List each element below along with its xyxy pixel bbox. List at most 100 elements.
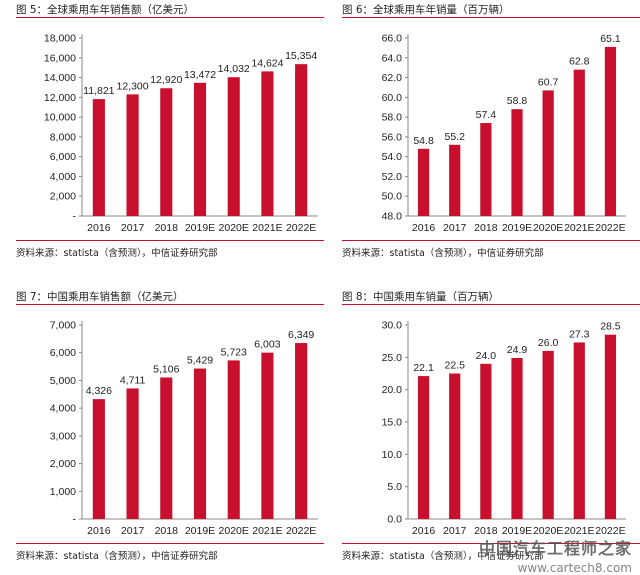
- data-label: 6,349: [288, 329, 314, 341]
- x-tick-label: 2022E: [595, 222, 625, 234]
- x-tick-label: 2022E: [286, 222, 316, 234]
- data-label: 26.0: [538, 337, 559, 349]
- y-tick-label: 2,000: [50, 191, 76, 203]
- bar: [227, 77, 240, 217]
- y-tick-label: 56.0: [382, 131, 403, 143]
- x-tick-label: 2021E: [252, 222, 282, 234]
- x-tick-label: 2020E: [533, 525, 563, 537]
- watermark-logo: 中国汽车工程师之家: [478, 539, 632, 558]
- source-divider: [342, 240, 640, 241]
- bar: [573, 69, 585, 216]
- x-tick-label: 2017: [121, 525, 145, 537]
- bar: [542, 90, 554, 216]
- y-tick-label: 54.0: [382, 151, 403, 163]
- bar: [511, 357, 523, 519]
- chart-panel-global-sales-value: 图 5：全球乘用车年销售额（亿美元） - 2,000 4,000 6,000 8,000…: [16, 0, 324, 286]
- y-tick-label: 58.0: [382, 112, 403, 124]
- bar: [193, 368, 207, 519]
- chart-panel-china-sales-value: 图 7：中国乘用车销售额（亿美元） - 1,000 2,000 3,000 4,000 5…: [16, 287, 324, 573]
- x-tick-label: 2018: [474, 525, 498, 537]
- y-tick-label: 30.0: [382, 320, 403, 332]
- chart-source: 资料来源：statista（含预测），中信证券研究部: [342, 551, 544, 562]
- data-label: 12,920: [150, 74, 182, 86]
- bar: [480, 363, 492, 519]
- data-label: 54.8: [413, 135, 434, 147]
- chart-source: 资料来源：statista（含预测），中信证券研究部: [342, 248, 544, 259]
- data-label: 4,711: [120, 374, 146, 386]
- bar: [126, 388, 139, 519]
- data-label: 5,429: [187, 355, 213, 367]
- chart-title: 图 7：中国乘用车销售额（亿美元）: [16, 291, 184, 303]
- bar: [92, 399, 105, 519]
- y-tick-label: 5.0: [387, 481, 402, 493]
- x-tick-label: 2022E: [286, 525, 316, 537]
- y-tick-label: 4,000: [50, 403, 76, 415]
- x-tick-label: 2016: [412, 222, 436, 234]
- bar: [573, 342, 585, 519]
- y-tick-label: 20.0: [382, 384, 403, 396]
- x-tick-label: 2021E: [252, 525, 282, 537]
- data-label: 62.8: [569, 56, 590, 68]
- bar: [92, 99, 105, 216]
- data-label: 58.8: [507, 95, 528, 107]
- y-tick-label: 3,000: [50, 430, 76, 442]
- chart-source: 资料来源：statista（含预测），中信证券研究部: [16, 551, 218, 562]
- bar-chart: 48.0 50.0 52.0 54.0 56.0 58.0 60.0 62.0 64.0 66.0…: [382, 33, 626, 234]
- data-label: 24.9: [507, 344, 528, 356]
- bar: [417, 376, 430, 519]
- chart-title: 图 6：全球乘用车年销量（百万辆）: [342, 4, 510, 16]
- x-tick-label: 2020E: [219, 222, 249, 234]
- bar: [480, 123, 492, 216]
- bar: [193, 82, 207, 216]
- bar: [261, 71, 274, 216]
- source-divider: [16, 240, 324, 241]
- title-divider: [342, 304, 640, 305]
- bar: [542, 350, 554, 519]
- x-tick-label: 2020E: [533, 222, 563, 234]
- data-label: 14,032: [218, 63, 250, 75]
- data-label: 22.1: [413, 362, 434, 374]
- bar: [604, 334, 617, 519]
- bar: [417, 148, 430, 216]
- data-label: 24.0: [476, 350, 497, 362]
- y-tick-label: 18,000: [44, 33, 76, 45]
- bar: [295, 343, 308, 519]
- data-label: 15,354: [285, 50, 317, 62]
- x-tick-label: 2016: [87, 222, 111, 234]
- y-tick-label: 6,000: [50, 151, 76, 163]
- chart-panel-china-sales-volume: 图 8：中国乘用车销量（百万辆） 0.0 5.0 10.0 15.0 20.0 25.0 3…: [342, 287, 640, 573]
- data-label: 27.3: [569, 328, 590, 340]
- bar: [160, 377, 173, 519]
- x-tick-label: 2018: [155, 525, 179, 537]
- y-tick-label: 14,000: [44, 72, 76, 84]
- bar: [449, 144, 461, 216]
- y-tick-label: 4,000: [50, 171, 76, 183]
- y-tick-label: 50.0: [382, 191, 403, 203]
- data-label: 60.7: [538, 76, 559, 88]
- y-tick-label: 10,000: [44, 112, 76, 124]
- chart-source: 资料来源：statista（含预测），中信证券研究部: [16, 248, 218, 259]
- y-tick-label: 48.0: [382, 211, 403, 223]
- chart-title: 图 5：全球乘用车年销售额（亿美元）: [16, 4, 195, 16]
- x-tick-label: 2021E: [564, 222, 594, 234]
- bar: [449, 373, 461, 519]
- x-tick-label: 2017: [121, 222, 145, 234]
- data-label: 57.4: [476, 109, 497, 121]
- source-divider: [342, 543, 640, 544]
- data-label: 11,821: [83, 85, 114, 97]
- y-tick-label: 25.0: [382, 352, 403, 364]
- data-label: 5,106: [153, 363, 179, 375]
- y-tick-label: 10.0: [382, 449, 403, 461]
- x-tick-label: 2018: [474, 222, 498, 234]
- data-label: 55.2: [444, 131, 465, 143]
- bar: [261, 352, 274, 519]
- y-tick-label: 5,000: [50, 375, 76, 387]
- y-tick-label: 62.0: [382, 72, 403, 84]
- x-tick-label: 2019E: [185, 525, 215, 537]
- bar-chart: - 1,000 2,000 3,000 4,000 5,000 6,000 7,000 4,32…: [50, 320, 318, 537]
- data-label: 28.5: [600, 321, 621, 333]
- data-label: 14,624: [251, 57, 283, 69]
- y-tick-label: 2,000: [50, 458, 76, 470]
- y-tick-label: 64.0: [382, 52, 403, 64]
- y-tick-label: 52.0: [382, 171, 403, 183]
